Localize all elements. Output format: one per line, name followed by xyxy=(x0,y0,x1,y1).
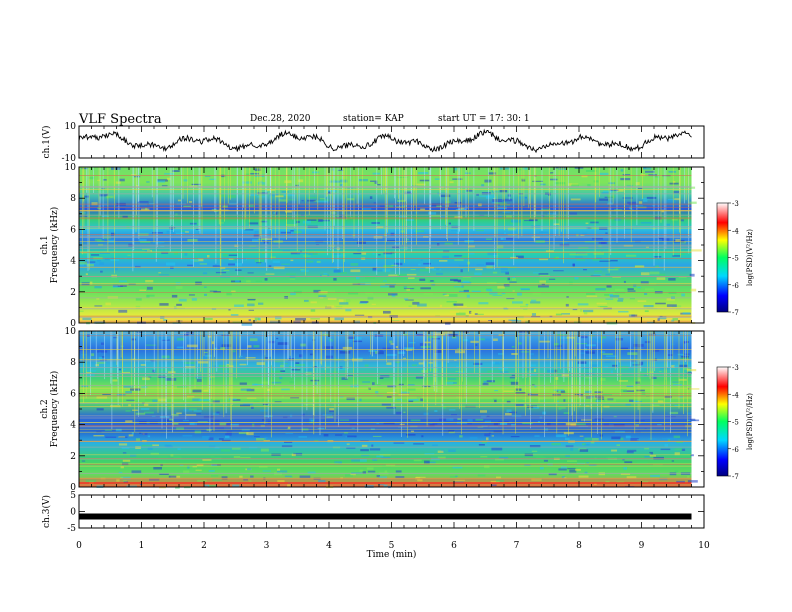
station-label: station= KAP xyxy=(343,114,404,124)
y-tick-label: 10 xyxy=(65,327,77,337)
x-tick-label: 1 xyxy=(139,541,145,551)
colorbar-tick-label: -5 xyxy=(732,419,739,427)
colorbar-ch2 xyxy=(716,366,729,477)
y-tick-label: 2 xyxy=(70,288,76,298)
y-tick-label: 5 xyxy=(70,491,76,501)
y-tick-label: 4 xyxy=(70,257,76,267)
x-tick-label: 7 xyxy=(514,541,520,551)
ch3-voltage-trace xyxy=(79,513,692,520)
x-tick-label: 8 xyxy=(576,541,582,551)
colorbar-tick-label: -6 xyxy=(732,446,739,454)
x-tick-label: 3 xyxy=(264,541,270,551)
date-label: Dec.28, 2020 xyxy=(250,114,311,124)
colorbar-tick-label: -4 xyxy=(732,227,739,235)
y-tick-label: 8 xyxy=(70,194,76,204)
colorbar-tick-label: -5 xyxy=(732,255,739,263)
ch1-voltage-trace xyxy=(78,128,692,154)
colorbar-tick-label: -3 xyxy=(732,364,739,372)
y-tick-label: 8 xyxy=(70,358,76,368)
x-tick-label: 6 xyxy=(451,541,457,551)
x-axis-label: Time (min) xyxy=(367,549,417,560)
colorbar-tick-label: -4 xyxy=(732,391,739,399)
y-tick-label: 10 xyxy=(65,163,77,173)
y-tick-label: 6 xyxy=(70,225,76,235)
y-tick-label: -5 xyxy=(67,524,76,534)
colorbar-ch1 xyxy=(716,202,729,313)
colorbar-tick-label: -7 xyxy=(732,309,739,317)
colorbar-label: log(PSD)(V²/Hz) xyxy=(746,393,754,450)
x-tick-label: 9 xyxy=(639,541,645,551)
x-tick-label: 0 xyxy=(76,541,82,551)
x-tick-label: 2 xyxy=(201,541,207,551)
y-tick-label: 4 xyxy=(70,421,76,431)
y-tick-label: 0 xyxy=(70,508,76,518)
y-axis-label: Frequency (kHz) xyxy=(49,207,60,284)
y-tick-label: 6 xyxy=(70,389,76,399)
colorbar-tick-label: -7 xyxy=(732,473,739,481)
x-tick-label: 5 xyxy=(389,541,395,551)
start-time-label: start UT = 17: 30: 1 xyxy=(438,114,530,124)
x-tick-label: 10 xyxy=(698,541,710,551)
chart-title: VLF Spectra xyxy=(79,112,162,127)
y-axis-label: ch.2 xyxy=(40,399,50,418)
colorbar-tick-label: -3 xyxy=(732,200,739,208)
y-tick-label: 0 xyxy=(70,319,76,329)
x-tick-label: 4 xyxy=(326,541,332,551)
y-axis-label: ch.1(V) xyxy=(41,126,52,159)
spectrogram-texture-ch2 xyxy=(79,331,700,489)
y-axis-label: ch.1 xyxy=(40,235,50,254)
y-tick-label: 0 xyxy=(70,483,76,493)
colorbar-tick-label: -6 xyxy=(732,282,739,290)
colorbar-label: log(PSD)(V²/Hz) xyxy=(746,229,754,286)
y-tick-label: -10 xyxy=(62,154,77,164)
spectrogram-texture-ch1 xyxy=(78,167,702,326)
y-tick-label: 2 xyxy=(70,452,76,462)
y-tick-label: 10 xyxy=(65,122,77,132)
y-axis-label: Frequency (kHz) xyxy=(49,371,60,448)
y-axis-label: ch.3(V) xyxy=(41,495,52,528)
